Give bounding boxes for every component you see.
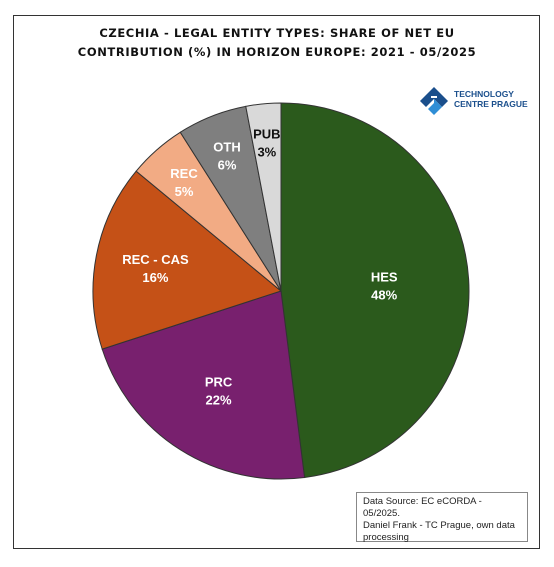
- chart-title: CZECHIA - LEGAL ENTITY TYPES: SHARE OF N…: [20, 24, 534, 62]
- pie-slice-hes: [280, 102, 470, 479]
- slice-value-label: 3%: [257, 144, 276, 159]
- tc-prague-logo-icon: [420, 87, 448, 115]
- data-source-note: Data Source: EC eCORDA - 05/2025. Daniel…: [356, 492, 528, 543]
- pie-slice-prc: [101, 290, 306, 480]
- pie-slice-rec-cas: [92, 170, 283, 350]
- slice-category-label: REC - CAS: [122, 252, 189, 267]
- source-line-3: processing: [363, 532, 409, 543]
- slice-value-label: 16%: [142, 270, 168, 285]
- slice-value-label: 48%: [371, 288, 397, 303]
- slice-category-label: HES: [371, 270, 398, 285]
- chart-title-line-2: CONTRIBUTION (%) IN HORIZON EUROPE: 2021…: [77, 45, 477, 59]
- slice-category-label: REC: [170, 166, 198, 181]
- slice-category-label: PRC: [205, 374, 233, 389]
- slice-value-label: 6%: [218, 158, 237, 173]
- source-line-1: Data Source: EC eCORDA - 05/2025.: [363, 496, 482, 519]
- tc-prague-logo: TECHNOLOGY CENTRE PRAGUE: [418, 85, 533, 117]
- slice-value-label: 5%: [175, 184, 194, 199]
- slice-category-label: OTH: [213, 140, 240, 155]
- pie-slice-pub: [245, 102, 282, 292]
- slice-value-label: 22%: [206, 392, 232, 407]
- logo-text-line-1: TECHNOLOGY: [454, 89, 514, 99]
- chart-title-line-1: CZECHIA - LEGAL ENTITY TYPES: SHARE OF N…: [99, 26, 455, 40]
- logo-text-line-2: CENTRE PRAGUE: [454, 99, 528, 109]
- source-line-2: Daniel Frank - TC Prague, own data: [363, 520, 515, 531]
- slice-category-label: PUB: [253, 126, 280, 141]
